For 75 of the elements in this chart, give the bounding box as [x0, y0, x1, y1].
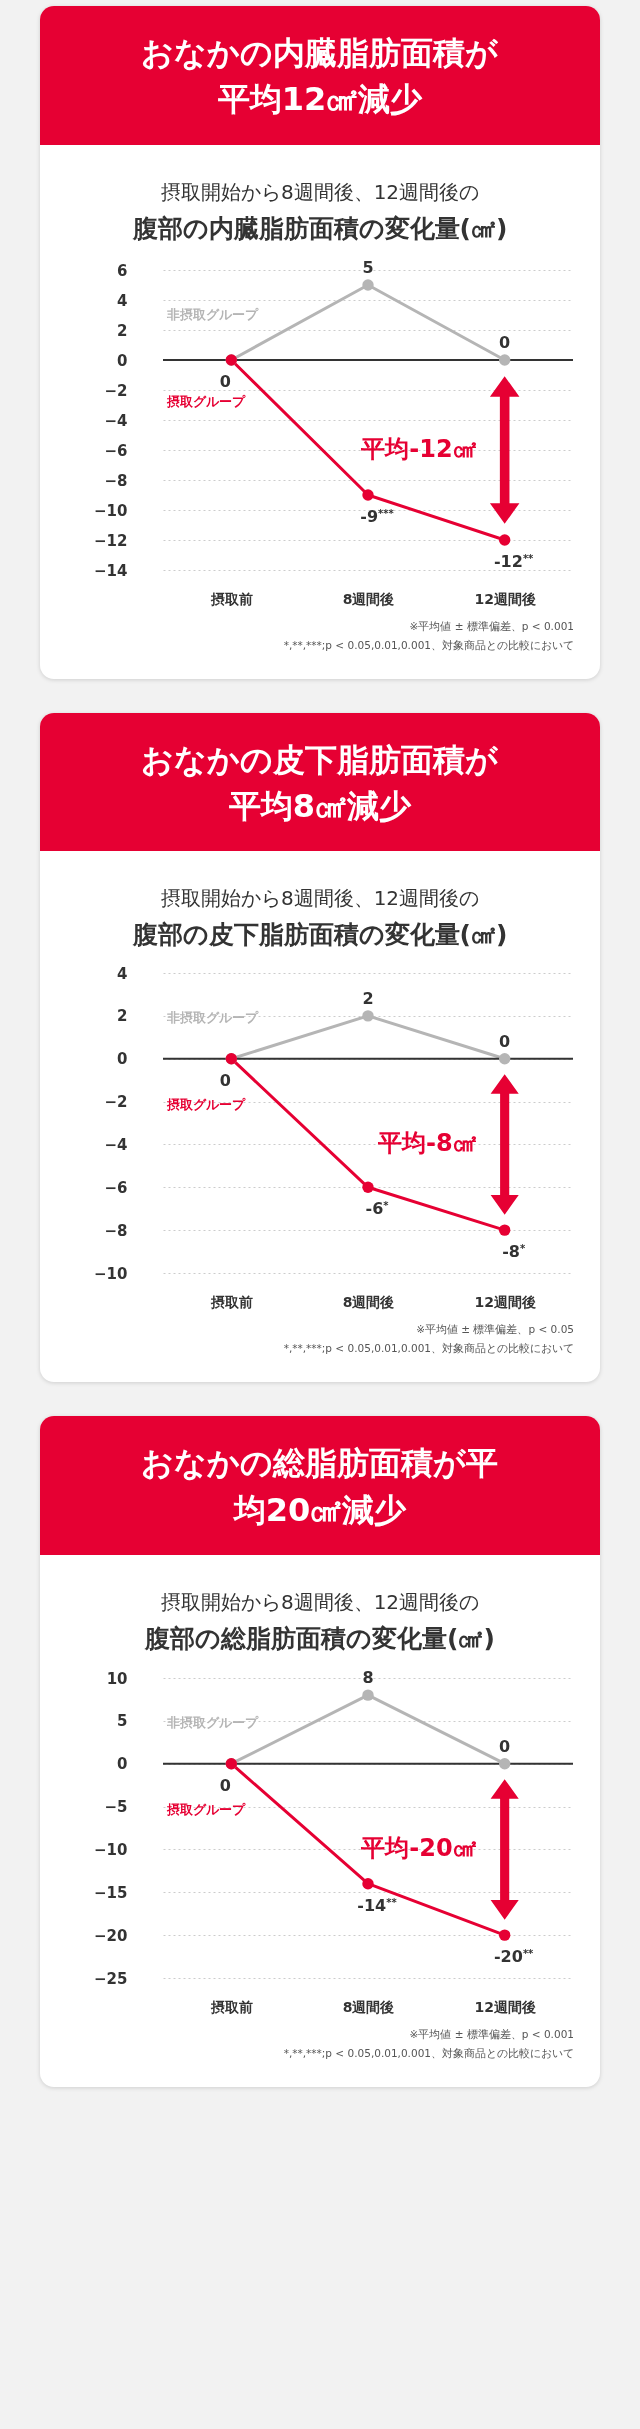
data-label: 2 [362, 989, 374, 1009]
x-tick-label: 摂取前 [209, 590, 253, 607]
chart-title: 腹部の皮下脂肪面積の変化量(㎠) [131, 919, 509, 952]
y-tick-label: −10 [94, 501, 128, 520]
text: *,**,***;p < 0.05,0.01,0.001、対象商品との比較において [282, 2045, 574, 2061]
y-tick-label: −14 [94, 561, 128, 580]
series-label: 非摂取グループ [166, 306, 259, 322]
x-tick-label: 8週間後 [342, 590, 395, 607]
x-tick-label: 8週間後 [342, 1293, 395, 1310]
y-tick-label: −10 [94, 1840, 128, 1859]
data-label: -6$^{*}$ [365, 1199, 390, 1219]
annotation: 平均-12㎠ [360, 434, 477, 463]
y-tick-label: −20 [94, 1926, 128, 1945]
text: おなかの皮下脂肪面積が平均8㎠減少 [140, 739, 500, 827]
y-tick-label: −12 [94, 531, 128, 550]
chart-title: 腹部の内臓脂肪面積の変化量(㎠) [131, 212, 509, 245]
text: ※平均値 ± 標準偏差、p < 0.001 [408, 618, 574, 634]
y-tick-label: −5 [104, 1797, 128, 1816]
annotation: 平均-20㎠ [360, 1834, 477, 1863]
x-tick-label: 12週間後 [474, 1293, 536, 1310]
y-tick-label: −2 [104, 1093, 128, 1112]
data-label: 0 [219, 1775, 231, 1795]
x-tick-label: 12週間後 [474, 590, 536, 607]
y-tick-label: 10 [106, 1669, 128, 1688]
y-tick-label: −10 [94, 1264, 128, 1283]
series-label: 非摂取グループ [166, 1010, 259, 1026]
text: おなかの総脂肪面積が平均20㎠減少 [140, 1443, 500, 1531]
chart-subtitle: 摂取開始から8週間後、12週間後の [159, 178, 481, 206]
y-tick-label: −25 [94, 1969, 128, 1988]
x-tick-label: 12週間後 [474, 1998, 536, 2015]
y-tick-label: −15 [94, 1883, 128, 1902]
text: *,**,***;p < 0.05,0.01,0.001、対象商品との比較において [282, 1341, 574, 1357]
data-label: -14$^{**}$ [357, 1895, 398, 1915]
x-tick-label: 8週間後 [342, 1998, 395, 2015]
data-label: 0 [499, 1736, 511, 1756]
data-label: -9$^{***}$ [360, 506, 395, 526]
data-label: 0 [219, 371, 231, 391]
text: ※平均値 ± 標準偏差、p < 0.05 [415, 1322, 574, 1338]
data-label: 0 [219, 1071, 231, 1091]
y-tick-label: −6 [104, 441, 128, 460]
y-tick-label: 6 [117, 261, 128, 280]
y-tick-label: −8 [104, 471, 128, 490]
data-label: -8$^{*}$ [502, 1242, 526, 1262]
series-label: 非摂取グループ [166, 1714, 259, 1730]
y-tick-label: 0 [117, 351, 128, 370]
x-tick-label: 摂取前 [209, 1293, 253, 1310]
data-label: 5 [362, 257, 374, 277]
data-label: 0 [499, 332, 511, 352]
y-tick-label: 5 [117, 1712, 128, 1731]
x-tick-label: 摂取前 [209, 1998, 253, 2015]
y-tick-label: −4 [104, 411, 128, 430]
y-tick-label: 4 [117, 291, 128, 310]
data-label: -20$^{**}$ [493, 1947, 535, 1967]
text: おなかの内臓脂肪面積が平均12㎠減少 [140, 33, 500, 121]
annotation: 平均-8㎠ [376, 1129, 477, 1158]
series-label: 摂取グループ [166, 1801, 246, 1817]
y-tick-label: 0 [117, 1755, 128, 1774]
series-label: 摂取グループ [166, 1097, 246, 1113]
data-label: 0 [499, 1032, 511, 1052]
y-tick-label: −8 [104, 1221, 128, 1240]
y-tick-label: 4 [117, 964, 128, 983]
chart-subtitle: 摂取開始から8週間後、12週間後の [159, 885, 481, 913]
y-tick-label: 0 [117, 1050, 128, 1069]
y-tick-label: 2 [117, 321, 128, 340]
series-label: 摂取グループ [166, 393, 246, 409]
data-label: 8 [362, 1668, 374, 1688]
y-tick-label: −2 [104, 381, 128, 400]
y-tick-label: −6 [104, 1179, 128, 1198]
chart-subtitle: 摂取開始から8週間後、12週間後の [159, 1588, 481, 1616]
chart-title: 腹部の総脂肪面積の変化量(㎠) [144, 1622, 496, 1655]
y-tick-label: −4 [104, 1136, 128, 1155]
y-tick-label: 2 [117, 1007, 128, 1026]
text: ※平均値 ± 標準偏差、p < 0.001 [408, 2026, 574, 2042]
data-label: -12$^{**}$ [493, 551, 535, 571]
text: *,**,***;p < 0.05,0.01,0.001、対象商品との比較において [282, 637, 574, 653]
